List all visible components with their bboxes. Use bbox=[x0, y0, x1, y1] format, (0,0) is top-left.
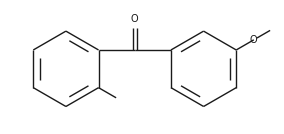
Text: O: O bbox=[250, 35, 258, 45]
Text: O: O bbox=[131, 14, 139, 24]
